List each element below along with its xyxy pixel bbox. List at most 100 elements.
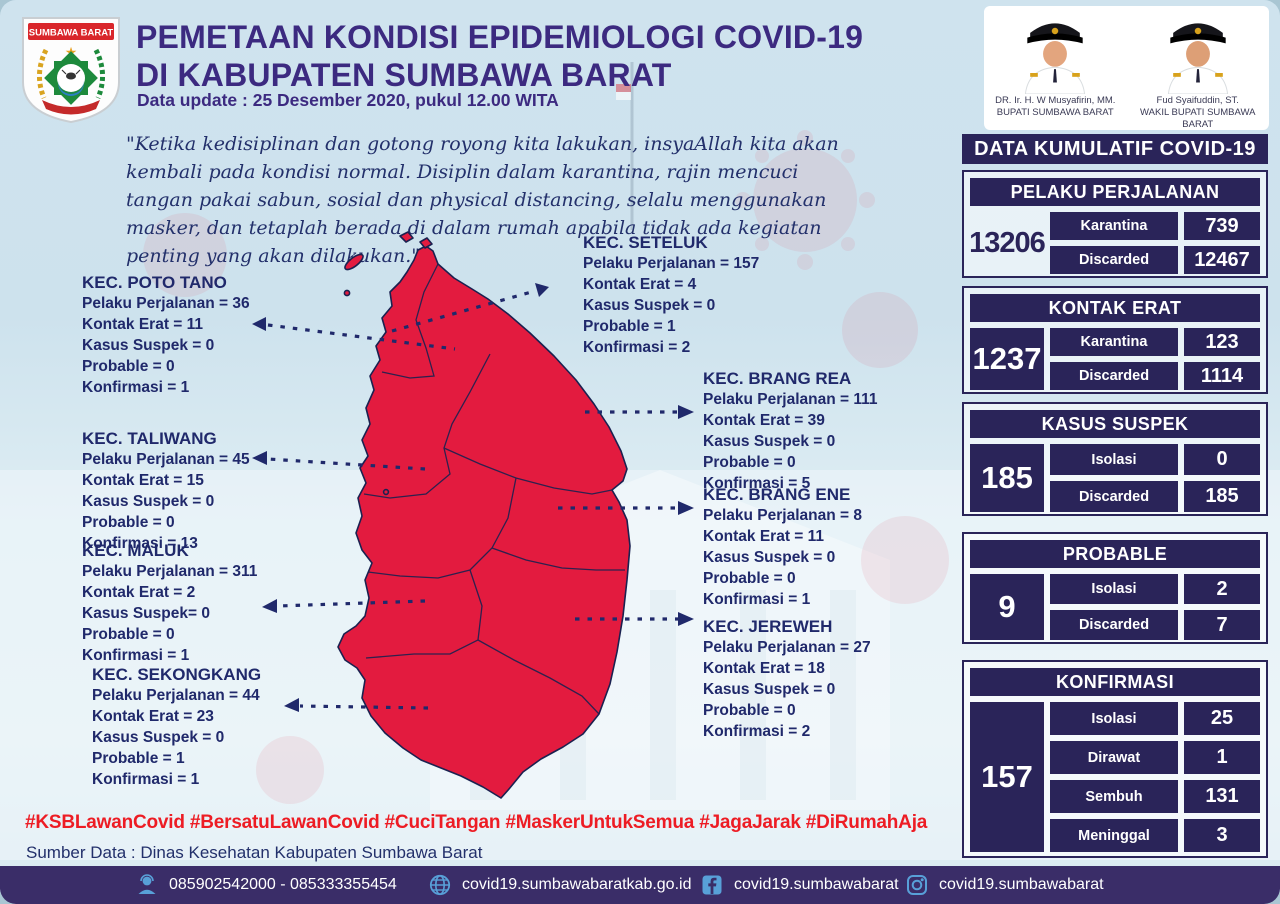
- officials-card: DR. Ir. H. W Musyafirin, MM. BUPATI SUMB…: [984, 6, 1269, 130]
- district-stat-line: Pelaku Perjalanan = 311: [82, 563, 258, 580]
- row-value: 123: [1184, 328, 1260, 356]
- section-kontak-erat: KONTAK ERAT 1237 Karantina 123 Discarded…: [962, 286, 1268, 394]
- row-value: 7: [1184, 610, 1260, 640]
- district-stat-line: Konfirmasi = 2: [703, 723, 811, 740]
- hashtags-line: #KSBLawanCovid #BersatuLawanCovid #CuciT…: [25, 812, 928, 833]
- row-label: Discarded: [1050, 481, 1178, 512]
- district-callout-seteluk: KEC. SETELUK Pelaku Perjalanan = 157 Kon…: [583, 232, 833, 358]
- row-label: Isolasi: [1050, 444, 1178, 475]
- section-label: KONFIRMASI: [970, 668, 1260, 696]
- row-label: Dirawat: [1050, 741, 1178, 774]
- district-name: KEC. MALUK: [82, 541, 189, 560]
- district-stat-line: Kontak Erat = 11: [703, 528, 825, 545]
- district-stat-line: Pelaku Perjalanan = 36: [82, 295, 250, 312]
- footer-website[interactable]: covid19.sumbawabaratkab.go.id: [428, 866, 691, 904]
- district-stat-line: Konfirmasi = 1: [82, 379, 190, 396]
- district-stat-line: Kasus Suspek = 0: [82, 337, 215, 354]
- row-label: Isolasi: [1050, 702, 1178, 735]
- section-label: PELAKU PERJALANAN: [970, 178, 1260, 206]
- instagram-icon: [907, 875, 927, 895]
- facebook-icon: [702, 875, 722, 895]
- section-total: 185: [970, 444, 1044, 512]
- district-stat-line: Konfirmasi = 1: [703, 591, 811, 608]
- district-stat-line: Kontak Erat = 39: [703, 412, 825, 429]
- official-title: BUPATI SUMBAWA BARAT: [996, 107, 1114, 118]
- district-stat-line: Kasus Suspek = 0: [703, 681, 836, 698]
- district-stat-line: Kontak Erat = 11: [82, 316, 204, 333]
- globe-icon: [429, 874, 451, 896]
- district-stat-line: Pelaku Perjalanan = 8: [703, 507, 862, 524]
- district-stat-line: Kasus Suspek = 0: [703, 549, 836, 566]
- district-stat-line: Kontak Erat = 23: [92, 708, 214, 725]
- district-stat-line: Kontak Erat = 4: [583, 276, 697, 293]
- wakil-bupati-photo: [1167, 23, 1228, 94]
- row-label: Karantina: [1050, 328, 1178, 356]
- official-name: Fud Syaifuddin, ST.: [1156, 95, 1239, 106]
- district-stat-line: Pelaku Perjalanan = 157: [583, 255, 760, 272]
- row-label: Isolasi: [1050, 574, 1178, 604]
- row-value: 0: [1184, 444, 1260, 475]
- quote-text: "Ketika kedisiplinan dan gotong royong k…: [126, 133, 839, 267]
- district-stat-line: Kontak Erat = 15: [82, 472, 204, 489]
- footer-facebook[interactable]: covid19.sumbawabarat: [700, 866, 899, 904]
- row-label: Meninggal: [1050, 819, 1178, 852]
- district-callout-poto-tano: KEC. POTO TANO Pelaku Perjalanan = 36 Ko…: [82, 272, 332, 398]
- district-stat-line: Pelaku Perjalanan = 27: [703, 639, 871, 656]
- district-callout-maluk: KEC. MALUK Pelaku Perjalanan = 311 Konta…: [82, 540, 332, 666]
- cumulative-header: DATA KUMULATIF COVID-19: [962, 134, 1268, 164]
- section-pelaku-perjalanan: PELAKU PERJALANAN 13206 Karantina 739 Di…: [962, 170, 1268, 278]
- section-label: KASUS SUSPEK: [970, 410, 1260, 438]
- district-stat-line: Kasus Suspek = 0: [92, 729, 225, 746]
- logo-text-svg: SUMBAWA BARAT: [29, 28, 114, 39]
- district-stat-line: Probable = 1: [583, 318, 676, 335]
- page-title: PEMETAAN KONDISI EPIDEMIOLOGI COVID-19 D…: [136, 18, 863, 94]
- district-stat-line: Kontak Erat = 2: [82, 584, 196, 601]
- footer-facebook-label: covid19.sumbawabarat: [734, 876, 899, 893]
- district-stat-line: Probable = 0: [703, 454, 796, 471]
- regency-map: [337, 231, 631, 799]
- district-stat-line: Pelaku Perjalanan = 111: [703, 391, 878, 408]
- district-stat-line: Kontak Erat = 18: [703, 660, 825, 677]
- page-title-line2: DI KABUPATEN SUMBAWA BARAT: [136, 57, 672, 93]
- district-stat-line: Konfirmasi = 13: [82, 535, 198, 552]
- section-kasus-suspek: KASUS SUSPEK 185 Isolasi 0 Discarded 185: [962, 402, 1268, 516]
- district-name: KEC. POTO TANO: [82, 273, 227, 292]
- official-name: DR. Ir. H. W Musyafirin, MM.: [995, 95, 1116, 106]
- district-name: KEC. BRANG ENE: [703, 485, 851, 504]
- row-value: 1: [1184, 741, 1260, 774]
- footer-bar: 085902542000 - 085333355454 covid19.sumb…: [0, 866, 1280, 904]
- bupati-photo: [1025, 23, 1086, 94]
- footer-instagram[interactable]: covid19.sumbawabarat: [905, 866, 1104, 904]
- section-label: KONTAK ERAT: [970, 294, 1260, 322]
- source-line: Sumber Data : Dinas Kesehatan Kabupaten …: [26, 843, 483, 862]
- district-stat-line: Probable = 0: [82, 514, 175, 531]
- operator-icon: [138, 874, 156, 894]
- district-stat-line: Probable = 0: [82, 626, 175, 643]
- district-name: KEC. JEREWEH: [703, 617, 833, 636]
- row-value: 1114: [1184, 362, 1260, 390]
- district-stat-line: Pelaku Perjalanan = 44: [92, 687, 260, 704]
- district-stat-line: Probable = 0: [703, 702, 796, 719]
- district-stat-line: Probable = 0: [703, 570, 796, 587]
- section-konfirmasi: KONFIRMASI 157 Isolasi 25 Dirawat 1 Semb…: [962, 660, 1268, 858]
- footer-phone[interactable]: 085902542000 - 085333355454: [135, 866, 397, 904]
- district-stat-line: Kasus Suspek = 0: [82, 493, 215, 510]
- section-total: 9: [970, 574, 1044, 640]
- district-stat-line: Pelaku Perjalanan = 45: [82, 451, 250, 468]
- row-value: 3: [1184, 819, 1260, 852]
- row-value: 185: [1184, 481, 1260, 512]
- row-label: Discarded: [1050, 362, 1178, 390]
- district-callout-sekongkang: KEC. SEKONGKANG Pelaku Perjalanan = 44 K…: [92, 664, 342, 790]
- section-total: 1237: [970, 328, 1044, 390]
- logo-sumbawa-barat: SUMBAWA BARAT ★: [22, 17, 120, 124]
- page-title-line1: PEMETAAN KONDISI EPIDEMIOLOGI COVID-19: [136, 19, 864, 55]
- district-callout-taliwang: KEC. TALIWANG Pelaku Perjalanan = 45 Kon…: [82, 428, 332, 554]
- row-label: Karantina: [1050, 212, 1178, 240]
- row-value: 131: [1184, 780, 1260, 813]
- district-callout-brang-rea: KEC. BRANG REA Pelaku Perjalanan = 111 K…: [703, 368, 953, 494]
- row-value: 2: [1184, 574, 1260, 604]
- section-total: 13206: [969, 226, 1046, 259]
- row-value: 25: [1184, 702, 1260, 735]
